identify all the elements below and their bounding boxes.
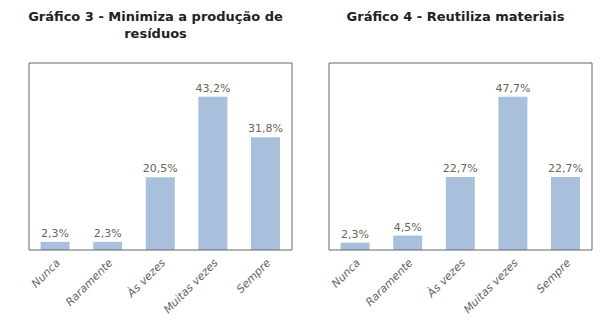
svg-text:Sempre: Sempre (534, 256, 574, 296)
svg-text:Raramente: Raramente (363, 256, 416, 309)
svg-text:Sempre: Sempre (234, 256, 274, 296)
svg-text:Muitas vezes: Muitas vezes (161, 256, 221, 316)
svg-text:Raramente: Raramente (63, 256, 116, 309)
svg-text:2,3%: 2,3% (94, 227, 122, 240)
svg-text:43,2%: 43,2% (195, 82, 230, 95)
svg-text:22,7%: 22,7% (443, 162, 478, 175)
svg-text:20,5%: 20,5% (143, 162, 178, 175)
svg-text:Muitas vezes: Muitas vezes (461, 256, 521, 316)
svg-text:31,8%: 31,8% (248, 122, 283, 135)
svg-text:Às vezes: Às vezes (424, 256, 468, 300)
svg-text:2,3%: 2,3% (41, 227, 69, 240)
html-text:Gráfico 4 - Reutiliza materiai: Gráfico 4 - Reutiliza materiais (346, 9, 565, 24)
svg-text:4,5%: 4,5% (394, 221, 422, 234)
svg-text:47,7%: 47,7% (495, 82, 530, 95)
svg-text:Nunca: Nunca (29, 256, 63, 290)
svg-text:2,3%: 2,3% (341, 228, 369, 241)
html-text:Gráfico 3 - Minimiza a produçã: Gráfico 3 - Minimiza a produção de resíd… (28, 9, 283, 41)
svg-text:Às vezes: Às vezes (124, 256, 168, 300)
svg-text:Nunca: Nunca (329, 256, 363, 290)
svg-text:22,7%: 22,7% (548, 162, 583, 175)
